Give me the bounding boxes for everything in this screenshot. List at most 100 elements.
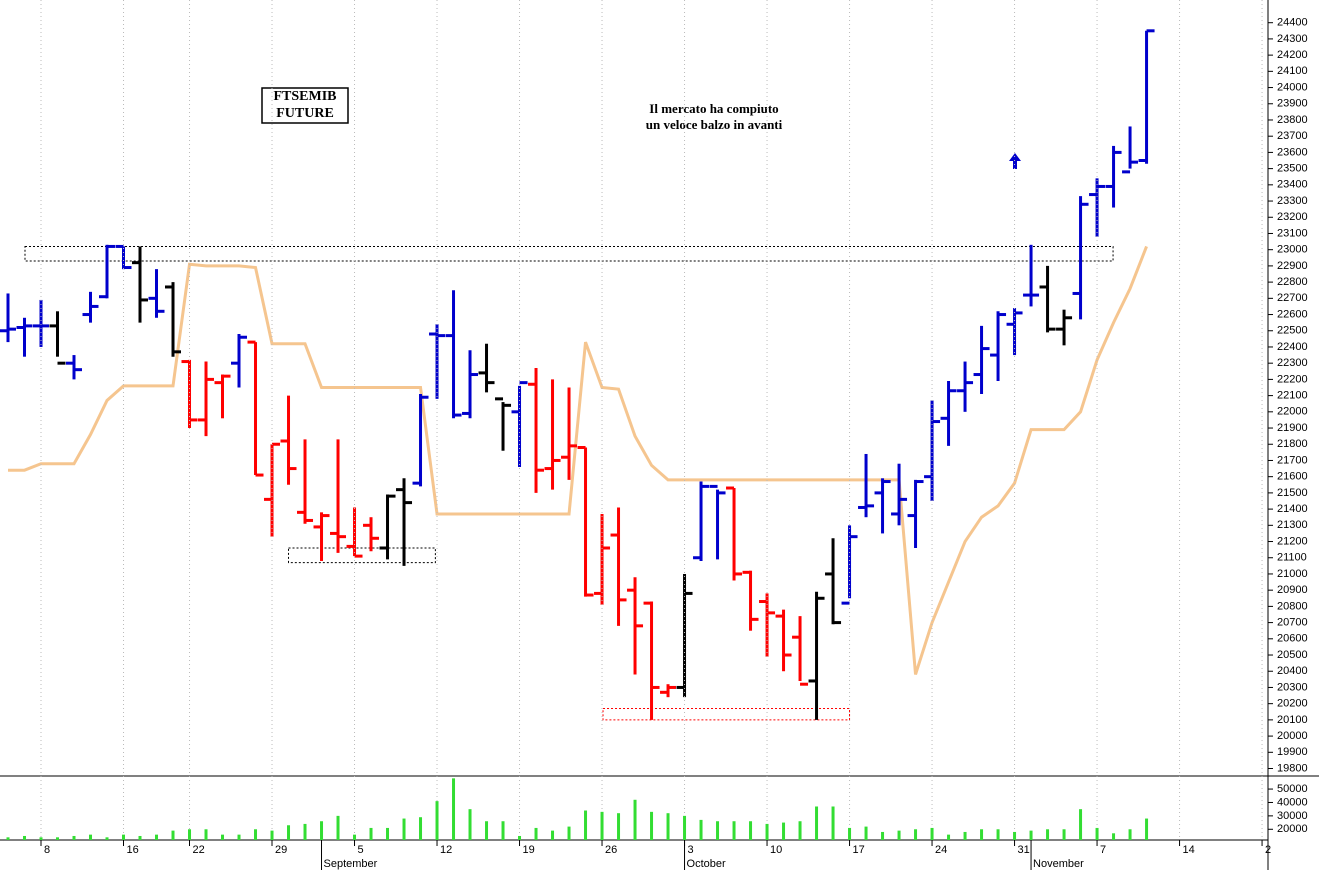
volume-bar (89, 834, 93, 840)
y-tick-label: 22300 (1277, 357, 1308, 369)
y-tick-label: 24400 (1277, 17, 1308, 29)
y-tick-label: 50000 (1277, 783, 1308, 795)
volume-bar (1145, 818, 1149, 840)
volume-bar (72, 835, 76, 840)
volume-bar (369, 827, 373, 840)
volume-bar (1128, 829, 1132, 840)
x-tick-label: 19 (523, 844, 535, 856)
x-tick-label: 24 (935, 844, 947, 856)
volume-bar (122, 834, 126, 840)
y-tick-label: 23100 (1277, 227, 1308, 239)
y-tick-label: 22800 (1277, 276, 1308, 288)
volume-bar (23, 835, 27, 840)
volume-bar (732, 821, 736, 840)
x-tick-label: 3 (688, 844, 694, 856)
volume-bar (56, 837, 60, 840)
volume-bar (1046, 829, 1050, 840)
y-tick-label: 22200 (1277, 373, 1308, 385)
y-tick-label: 23300 (1277, 195, 1308, 207)
y-tick-label: 21100 (1277, 552, 1307, 564)
x-tick-label: 2 (1265, 844, 1271, 856)
volume-bar (204, 829, 208, 840)
y-tick-label: 21500 (1277, 487, 1308, 499)
y-tick-label: 19800 (1277, 762, 1308, 774)
annotation: Il mercato ha compiuto (649, 101, 778, 116)
x-tick-label: 16 (127, 844, 139, 856)
annotation: un veloce balzo in avanti (646, 117, 783, 132)
y-tick-label: 20800 (1277, 600, 1308, 612)
y-tick-label: 20000 (1277, 730, 1308, 742)
volume-bar (534, 827, 538, 840)
y-tick-label: 21200 (1277, 535, 1308, 547)
overlay-line (8, 245, 1148, 675)
volume-bar (980, 829, 984, 840)
x-tick-label: 8 (44, 844, 50, 856)
volume-bar (782, 822, 786, 840)
volume-bar (930, 827, 934, 840)
y-tick-label: 22900 (1277, 260, 1308, 272)
label-line: FTSEMIB (273, 89, 336, 104)
volume-bar (617, 813, 621, 840)
volume-bar (336, 815, 340, 840)
volume-bar (386, 827, 390, 840)
volume-bar (39, 837, 43, 840)
y-tick-label: 22700 (1277, 292, 1308, 304)
volume-bar (947, 834, 951, 840)
y-tick-label: 30000 (1277, 810, 1308, 822)
y-tick-label: 20700 (1277, 617, 1308, 629)
volume-bar (848, 827, 852, 840)
y-tick-label: 21700 (1277, 454, 1308, 466)
x-tick-label: 29 (275, 844, 287, 856)
volume-bar (633, 799, 637, 840)
volume-bar (138, 835, 142, 840)
volume-bar (155, 834, 159, 840)
volume-bar (666, 813, 670, 840)
y-tick-label: 21400 (1277, 503, 1308, 515)
y-tick-label: 24000 (1277, 81, 1308, 93)
y-tick-label: 22100 (1277, 390, 1308, 402)
volume-bar (254, 829, 258, 840)
volume-bar (402, 818, 406, 840)
volume-bar (1029, 830, 1033, 840)
volume-bar (6, 837, 10, 840)
y-tick-label: 22400 (1277, 341, 1308, 353)
y-tick-label: 24200 (1277, 49, 1308, 61)
volume-bar (650, 811, 654, 840)
y-tick-label: 21600 (1277, 471, 1308, 483)
volume-bar (1062, 829, 1066, 840)
volume-bar (765, 823, 769, 840)
volume-bar (1013, 831, 1017, 840)
y-tick-label: 20000 (1277, 823, 1308, 835)
month-label: September (324, 858, 378, 870)
y-tick-label: 22000 (1277, 406, 1308, 418)
y-tick-label: 20100 (1277, 714, 1308, 726)
volume-bar (270, 830, 274, 840)
volume-bar (551, 830, 555, 840)
y-tick-label: 22600 (1277, 308, 1308, 320)
volume-bar (485, 821, 489, 840)
volume-bar (1079, 809, 1083, 840)
y-tick-label: 21000 (1277, 568, 1308, 580)
y-tick-label: 21300 (1277, 519, 1308, 531)
volume-bar (1112, 833, 1116, 840)
y-tick-label: 23600 (1277, 146, 1308, 158)
y-tick-label: 23900 (1277, 98, 1308, 110)
y-tick-label: 21800 (1277, 438, 1308, 450)
y-tick-label: 20400 (1277, 665, 1308, 677)
zone (602, 708, 851, 721)
volume-bar (996, 829, 1000, 840)
volume-bar (815, 806, 819, 840)
x-tick-label: 26 (605, 844, 617, 856)
volume-bar (699, 819, 703, 840)
volume-bar (798, 821, 802, 840)
y-tick-label: 20300 (1277, 681, 1308, 693)
x-tick-label: 17 (853, 844, 865, 856)
x-tick-label: 10 (770, 844, 782, 856)
month-label: October (687, 858, 726, 870)
volume-bar (567, 826, 571, 840)
y-tick-label: 20500 (1277, 649, 1308, 661)
y-tick-label: 40000 (1277, 796, 1308, 808)
y-tick-label: 23400 (1277, 179, 1308, 191)
y-tick-label: 23700 (1277, 130, 1308, 142)
